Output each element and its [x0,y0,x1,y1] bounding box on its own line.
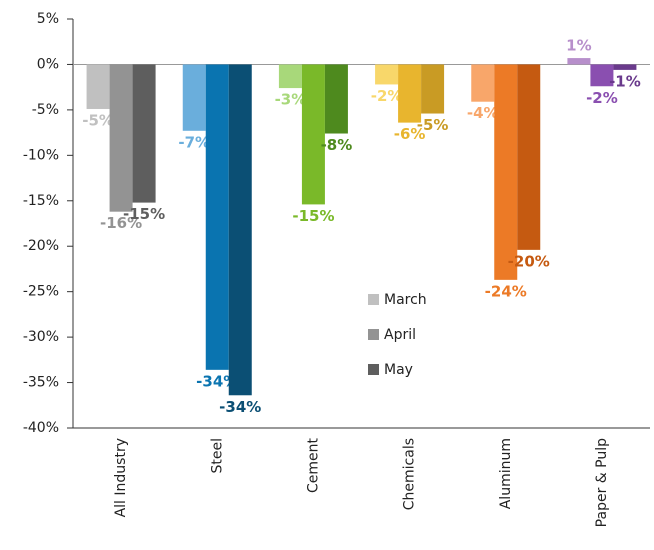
bar [471,64,495,102]
legend-label: March [384,292,427,308]
bar [613,64,637,70]
y-tick-label: 5% [37,11,59,27]
value-label: -34% [219,398,261,416]
value-label: -15% [292,207,334,225]
bar [86,64,110,109]
value-label: -3% [275,91,307,109]
bar [375,64,399,85]
y-tick-label: -40% [23,420,59,436]
value-label: -5% [82,111,114,129]
legend-swatch [368,364,379,375]
y-tick-label: 0% [37,56,59,72]
value-label: 1% [566,37,591,55]
bar [132,64,156,203]
value-label: -34% [196,372,238,390]
x-tick-label: Paper & Pulp [594,438,610,527]
y-tick-label: -10% [23,147,59,163]
bar [398,64,422,123]
bar [301,64,325,205]
value-label: -2% [371,87,403,105]
x-tick-label: Steel [209,438,225,474]
value-label: -16% [100,214,142,232]
bar [517,64,541,250]
y-tick-label: -20% [23,238,59,254]
value-label: -24% [485,282,527,300]
value-label: -20% [508,252,550,270]
value-label: -5% [417,116,449,134]
bar [205,64,229,370]
bar [109,64,133,212]
bar [278,64,302,89]
value-label: -15% [123,205,165,223]
bar [567,58,591,65]
x-tick-label: Aluminum [498,438,514,509]
legend-swatch [368,329,379,340]
legend-swatch [368,294,379,305]
value-label: -4% [467,104,499,122]
bar [590,64,614,87]
value-label: -6% [394,125,426,143]
y-tick-label: -30% [23,329,59,345]
bar [182,64,206,131]
bar [228,64,252,396]
y-tick-label: -5% [32,102,59,118]
bar [494,64,518,280]
value-label: -8% [321,136,353,154]
y-tick-label: -25% [23,284,59,300]
value-label: -7% [178,133,210,151]
x-tick-label: Chemicals [402,438,418,510]
x-tick-label: All Industry [113,438,129,517]
legend-label: May [384,362,413,378]
value-label: -1% [609,72,641,90]
value-label: -2% [586,89,618,107]
x-tick-label: Cement [305,438,321,494]
y-tick-label: -35% [23,375,59,391]
legend-label: April [384,327,416,343]
y-tick-label: -15% [23,193,59,209]
bar [421,64,445,114]
bar [324,64,348,134]
